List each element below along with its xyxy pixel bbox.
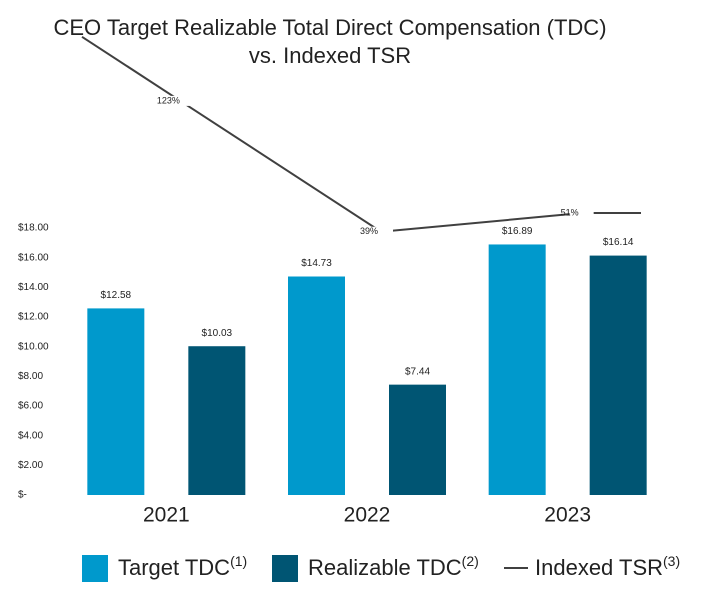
x-tick-label: 2022 <box>344 504 391 527</box>
y-tick-label: $8.00 <box>18 371 43 382</box>
bar <box>488 244 546 495</box>
legend-label: Target TDC(1) <box>118 553 247 580</box>
legend-name: Target TDC <box>118 555 230 580</box>
data-label: $14.73 <box>301 258 332 269</box>
data-label: $16.14 <box>603 237 634 248</box>
data-label-bg <box>569 208 594 219</box>
data-label: $16.89 <box>502 226 533 237</box>
y-tick-label: $6.00 <box>18 401 43 412</box>
y-tick-label: $18.00 <box>18 223 49 234</box>
data-label: 51% <box>561 207 579 217</box>
data-label: $12.58 <box>101 290 132 301</box>
x-tick-label: 2021 <box>143 504 190 527</box>
chart-title: CEO Target Realizable Total Direct Compe… <box>53 15 606 40</box>
legend-footnote: (2) <box>462 553 479 569</box>
bar <box>389 384 446 495</box>
y-tick-label: $14.00 <box>18 282 49 293</box>
bar <box>188 346 246 495</box>
legend-name: Indexed TSR <box>535 555 663 580</box>
legend-label: Realizable TDC(2) <box>308 553 479 580</box>
legend-swatch <box>272 555 298 582</box>
y-tick-label: $12.00 <box>18 312 49 323</box>
data-label-bg <box>168 95 193 106</box>
y-tick-label: $16.00 <box>18 252 49 263</box>
legend-footnote: (1) <box>230 553 247 569</box>
data-label-bg <box>369 226 393 237</box>
tsr-line <box>179 100 582 233</box>
legend-footnote: (3) <box>663 553 680 569</box>
bar <box>288 276 345 495</box>
legend-swatch <box>82 555 108 582</box>
data-label: $7.44 <box>405 366 430 377</box>
legend-label: Indexed TSR(3) <box>535 553 680 580</box>
chart-title: vs. Indexed TSR <box>249 43 411 68</box>
data-label: $10.03 <box>202 328 233 339</box>
bar <box>87 308 145 495</box>
y-tick-label: $10.00 <box>18 341 49 352</box>
data-label: 123% <box>157 95 180 105</box>
y-tick-label: $4.00 <box>18 430 43 441</box>
legend-name: Realizable TDC <box>308 555 462 580</box>
data-label: 39% <box>360 226 378 236</box>
y-tick-label: $- <box>18 490 27 501</box>
bar <box>589 255 647 495</box>
line-extension <box>81 35 181 102</box>
x-tick-label: 2023 <box>544 504 591 527</box>
y-tick-label: $2.00 <box>18 460 43 471</box>
